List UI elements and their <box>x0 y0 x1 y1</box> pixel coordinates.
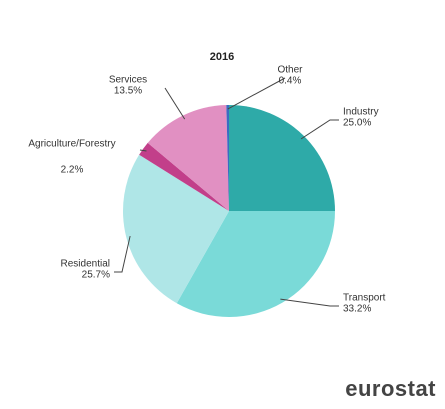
pie-slice <box>176 211 335 317</box>
leader-line <box>280 298 339 307</box>
slice-value: 0.4% <box>279 76 302 87</box>
slice-label: Industry <box>343 107 379 118</box>
leader-line <box>227 77 286 110</box>
pie-slice <box>229 105 335 211</box>
pie-slice <box>226 105 229 211</box>
slice-value: 13.5% <box>114 86 142 97</box>
logo: eurostat <box>345 376 436 401</box>
slice-label: Residential <box>61 259 110 270</box>
slice-value: 25.0% <box>343 118 371 129</box>
pie-slice <box>147 105 229 211</box>
slice-label: Transport <box>343 293 386 304</box>
pie-slice <box>123 154 229 304</box>
leader-line <box>139 149 147 152</box>
slice-value: 25.7% <box>82 270 110 281</box>
slice-value: 2.2% <box>61 165 84 176</box>
slice-label: Services <box>109 75 147 86</box>
leader-line <box>114 235 131 273</box>
leader-line <box>300 119 339 140</box>
chart-title: 2016 <box>210 51 234 63</box>
slice-value: 33.2% <box>343 304 371 315</box>
slice-label: Other <box>277 65 303 76</box>
pie-slice <box>139 142 229 211</box>
leader-line <box>164 87 186 120</box>
slice-label: Agriculture/Forestry <box>28 139 115 150</box>
